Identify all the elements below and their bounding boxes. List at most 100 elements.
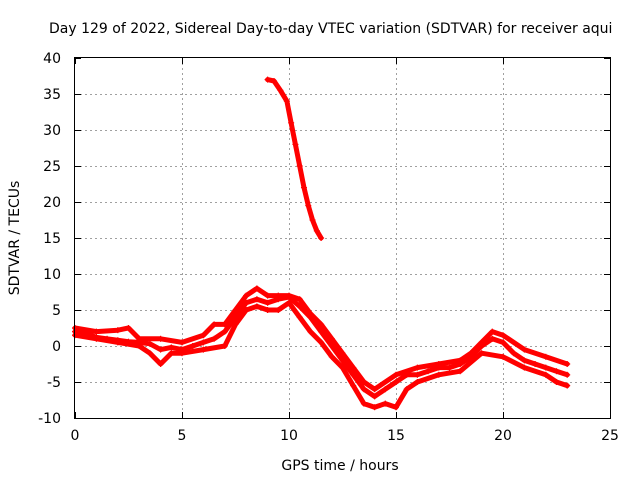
- data-point: [457, 357, 464, 364]
- data-point: [403, 386, 410, 393]
- y-tick-label: 0: [52, 339, 61, 355]
- data-point: [136, 335, 143, 342]
- data-point: [146, 340, 153, 347]
- data-point: [253, 303, 260, 310]
- data-point: [414, 364, 421, 371]
- data-point: [467, 350, 474, 357]
- data-point: [221, 328, 228, 335]
- series-trace: [265, 77, 324, 241]
- data-point: [157, 346, 164, 353]
- x-tick-label: 15: [387, 428, 405, 444]
- data-point: [393, 404, 399, 411]
- axis-ticks: 0 5 10 15 20 25 -10 -5 0 5 10 15 20 25 30 35 40: [38, 51, 619, 444]
- data-point: [211, 335, 218, 342]
- data-point: [286, 299, 292, 306]
- data-point: [136, 343, 143, 349]
- y-tick-label: 15: [43, 231, 61, 247]
- data-point: [125, 325, 132, 331]
- data-point: [446, 364, 453, 371]
- data-point: [521, 364, 528, 371]
- data-point: [382, 400, 389, 407]
- data-point: [542, 371, 549, 378]
- data-point: [179, 339, 185, 346]
- y-tick-label: -5: [47, 375, 61, 391]
- series-band-lower: [72, 299, 571, 411]
- data-point: [264, 307, 271, 313]
- y-tick-label: 10: [43, 267, 61, 283]
- series-morning-spike: [264, 76, 325, 241]
- x-tick-label: 0: [71, 428, 80, 444]
- data-point: [532, 361, 539, 367]
- data-point: [114, 339, 121, 346]
- data-point: [339, 350, 346, 357]
- data-point: [371, 386, 378, 393]
- data-point: [393, 371, 399, 378]
- series-trace: [72, 300, 570, 410]
- data-point: [500, 339, 506, 346]
- data-point: [114, 327, 121, 334]
- data-point: [339, 364, 346, 371]
- grid-lines: [75, 58, 610, 418]
- data-point: [275, 307, 282, 313]
- data-point: [350, 371, 357, 378]
- data-point: [478, 339, 485, 346]
- data-point: [435, 371, 442, 378]
- x-tick-label: 5: [178, 428, 187, 444]
- data-point: [288, 119, 295, 126]
- y-tick-label: -10: [38, 411, 61, 427]
- plot-frame: [74, 57, 611, 419]
- data-point: [168, 344, 175, 351]
- y-tick-label: 20: [43, 195, 61, 211]
- data-point: [510, 350, 517, 357]
- data-point: [168, 350, 175, 357]
- y-tick-label: 30: [43, 123, 61, 139]
- data-point: [564, 361, 571, 367]
- data-point: [371, 393, 378, 400]
- data-point: [264, 76, 271, 83]
- data-point: [500, 332, 506, 339]
- data-point: [313, 227, 320, 234]
- data-point: [253, 296, 260, 303]
- data-point: [296, 296, 303, 303]
- data-point: [318, 235, 325, 241]
- data-point: [292, 141, 299, 148]
- data-point: [478, 350, 485, 357]
- data-point: [264, 299, 271, 306]
- data-point: [221, 343, 228, 349]
- data-point: [211, 321, 218, 328]
- data-point: [307, 328, 314, 335]
- data-point: [521, 346, 528, 353]
- data-point: [271, 78, 278, 85]
- data-point: [339, 357, 346, 364]
- data-point: [414, 379, 421, 385]
- data-point: [243, 299, 250, 306]
- x-tick-label: 10: [280, 428, 298, 444]
- data-point: [489, 335, 496, 342]
- data-point: [232, 314, 239, 321]
- data-point: [277, 87, 284, 94]
- data-point: [360, 386, 367, 393]
- data-point: [146, 350, 153, 357]
- data-point: [93, 335, 100, 342]
- data-point: [318, 328, 325, 335]
- data-point: [350, 382, 357, 389]
- data-point: [457, 368, 464, 375]
- data-point: [232, 321, 239, 328]
- data-point: [243, 292, 250, 299]
- data-point: [200, 346, 207, 353]
- data-point: [318, 321, 325, 328]
- data-point: [309, 217, 316, 223]
- data-point: [243, 307, 250, 313]
- data-point: [350, 364, 357, 371]
- data-point: [307, 310, 314, 317]
- data-point: [283, 98, 290, 105]
- data-point: [328, 335, 335, 342]
- data-point: [157, 361, 164, 367]
- y-tick-label: 5: [52, 303, 61, 319]
- data-point: [275, 292, 282, 299]
- x-tick-label: 20: [494, 428, 512, 444]
- data-point: [500, 353, 506, 360]
- data-point: [564, 371, 571, 378]
- data-point: [232, 307, 239, 313]
- data-point: [371, 404, 378, 411]
